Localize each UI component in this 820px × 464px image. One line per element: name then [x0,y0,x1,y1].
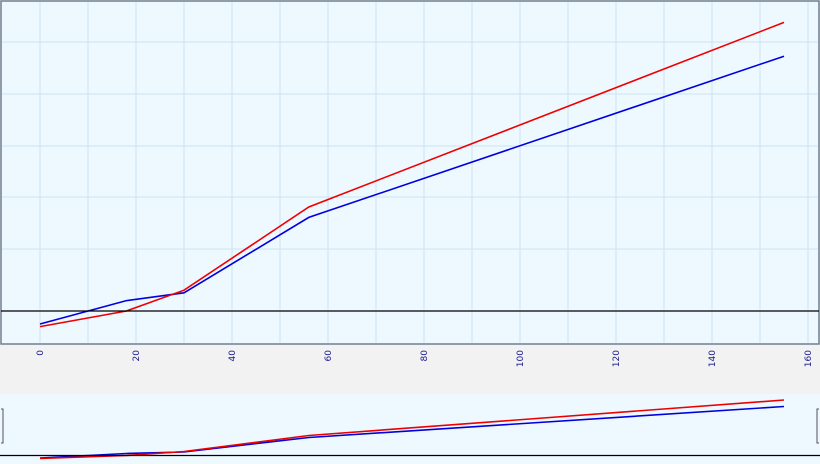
series-1-line [39,21,785,328]
overview-series-1-line [39,399,785,460]
overview-right-handle[interactable] [816,408,819,444]
overview-left-handle[interactable] [1,408,4,444]
x-tick-label: 100 [516,350,526,367]
x-tick-label: 120 [612,350,622,367]
x-axis-ticks: 0 20 40 60 80 100 120 140 160 [36,350,814,367]
main-series-group [39,21,785,328]
x-tick-label: 40 [228,350,238,362]
x-tick-label: 140 [708,350,718,367]
x-tick-label: 20 [132,350,142,362]
overview-plot-area [0,394,820,464]
x-tick-label: 0 [36,350,46,356]
x-tick-label: 80 [420,350,430,362]
x-tick-label: 160 [804,350,814,367]
x-tick-label: 60 [324,350,334,362]
main-grid [2,2,818,343]
main-plot-area [0,0,820,345]
series-0-line [39,55,785,325]
